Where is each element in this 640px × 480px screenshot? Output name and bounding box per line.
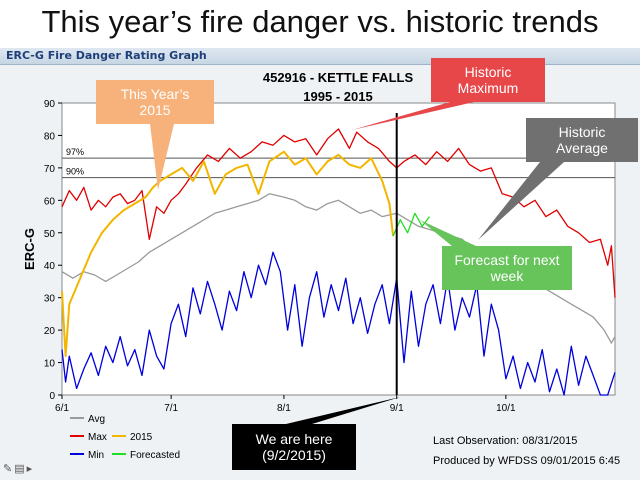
x-tick-label: 10/1 — [496, 403, 516, 414]
callout-we-are-here-box — [232, 424, 356, 470]
callout-historic-max-text: Maximum — [458, 80, 519, 96]
callout-historic-max-pointer — [352, 102, 474, 130]
legend-label-forecast: Forecasted — [130, 450, 180, 461]
callout-historic-max-box — [431, 58, 545, 102]
callout-historic-avg-pointer — [478, 162, 564, 240]
callout-forecast-pointer — [420, 220, 476, 246]
reference-line-label: 90% — [66, 167, 84, 177]
legend-label-avg: Avg — [88, 414, 105, 425]
chart-subtitle: 1995 - 2015 — [303, 89, 372, 104]
series-min-line — [61, 251, 616, 396]
pen-icon[interactable]: ✎ — [3, 463, 15, 475]
y-tick-label: 40 — [44, 261, 56, 272]
y-tick-label: 70 — [44, 164, 56, 175]
series-this-year-line — [61, 150, 395, 358]
y-tick-label: 0 — [49, 391, 55, 402]
next-icon[interactable]: ▸ — [26, 463, 35, 475]
x-tick-label: 7/1 — [164, 403, 178, 414]
y-tick-label: 90 — [44, 99, 56, 110]
y-tick-label: 30 — [44, 294, 56, 305]
callout-historic-max-text: Historic — [465, 64, 512, 80]
callout-this-year-text: 2015 — [139, 102, 170, 118]
reference-line-label: 97% — [66, 147, 84, 157]
callout-we-are-here-text: (9/2/2015) — [262, 447, 326, 463]
slide-toolbar: ✎▤▸ — [3, 462, 34, 475]
series-max-line — [61, 128, 616, 298]
produced-by: Produced by WFDSS 09/01/2015 6:45 — [433, 455, 620, 467]
legend-label-min: Min — [88, 450, 104, 461]
callout-we-are-here: We are here(9/2/2015) — [232, 397, 400, 470]
x-tick-label: 9/1 — [390, 403, 404, 414]
series-forecast-line — [392, 212, 431, 237]
y-tick-label: 80 — [44, 131, 56, 142]
callout-we-are-here-text: We are here — [256, 431, 333, 447]
y-tick-label: 10 — [44, 359, 56, 370]
legend-label-this-year: 2015 — [130, 432, 153, 443]
callout-historic-avg-text: Average — [556, 140, 608, 156]
last-observation: Last Observation: 08/31/2015 — [433, 435, 577, 447]
callout-this-year-text: This Year’s — [121, 86, 190, 102]
graph-window-title: ERC-G Fire Danger Rating Graph — [6, 49, 207, 62]
y-axis-label: ERC-G — [22, 228, 37, 270]
callout-historic-avg-box — [526, 118, 638, 162]
legend-label-max: Max — [88, 432, 107, 443]
chart-title: 452916 - KETTLE FALLS — [263, 70, 414, 85]
callout-forecast-box — [442, 246, 572, 290]
callout-this-year-pointer — [150, 124, 174, 190]
slide-title: This year’s fire danger vs. historic tre… — [41, 4, 599, 39]
y-tick-label: 60 — [44, 196, 56, 207]
y-tick-label: 20 — [44, 326, 56, 337]
callout-historic-avg-text: Historic — [559, 124, 606, 140]
y-tick-label: 50 — [44, 229, 56, 240]
callout-forecast-text: Forecast for next — [454, 252, 559, 268]
slide-menu-icon[interactable]: ▤ — [14, 463, 27, 475]
callout-we-are-here-pointer — [286, 397, 400, 424]
x-tick-label: 8/1 — [277, 403, 291, 414]
x-tick-label: 6/1 — [55, 403, 69, 414]
callout-this-year-box — [96, 80, 214, 124]
callout-forecast-text: week — [490, 268, 525, 284]
